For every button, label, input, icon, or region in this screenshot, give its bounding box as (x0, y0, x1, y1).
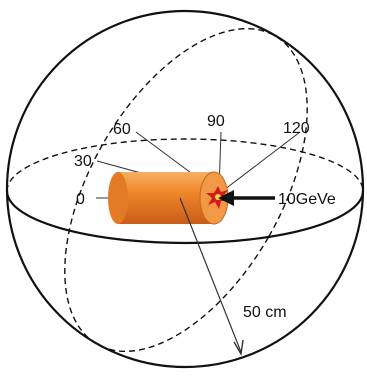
equator-front (5, 190, 365, 245)
beam-label: 10GeVe (278, 191, 336, 208)
equator-back (6, 138, 364, 192)
beam-arrowhead-icon (218, 190, 234, 206)
angle-label-60: 60 (113, 121, 131, 138)
meridian-ellipse (64, 27, 308, 353)
angle-label-90: 90 (207, 113, 225, 130)
angle-label-30: 30 (74, 153, 92, 170)
radius-line (179, 197, 242, 353)
angle-label-0: 0 (76, 191, 85, 208)
angle-label-120: 120 (283, 120, 310, 137)
radius-arrowhead-icon (233, 339, 244, 357)
radius-label: 50 cm (243, 304, 287, 321)
cylinder-target (108, 171, 229, 225)
